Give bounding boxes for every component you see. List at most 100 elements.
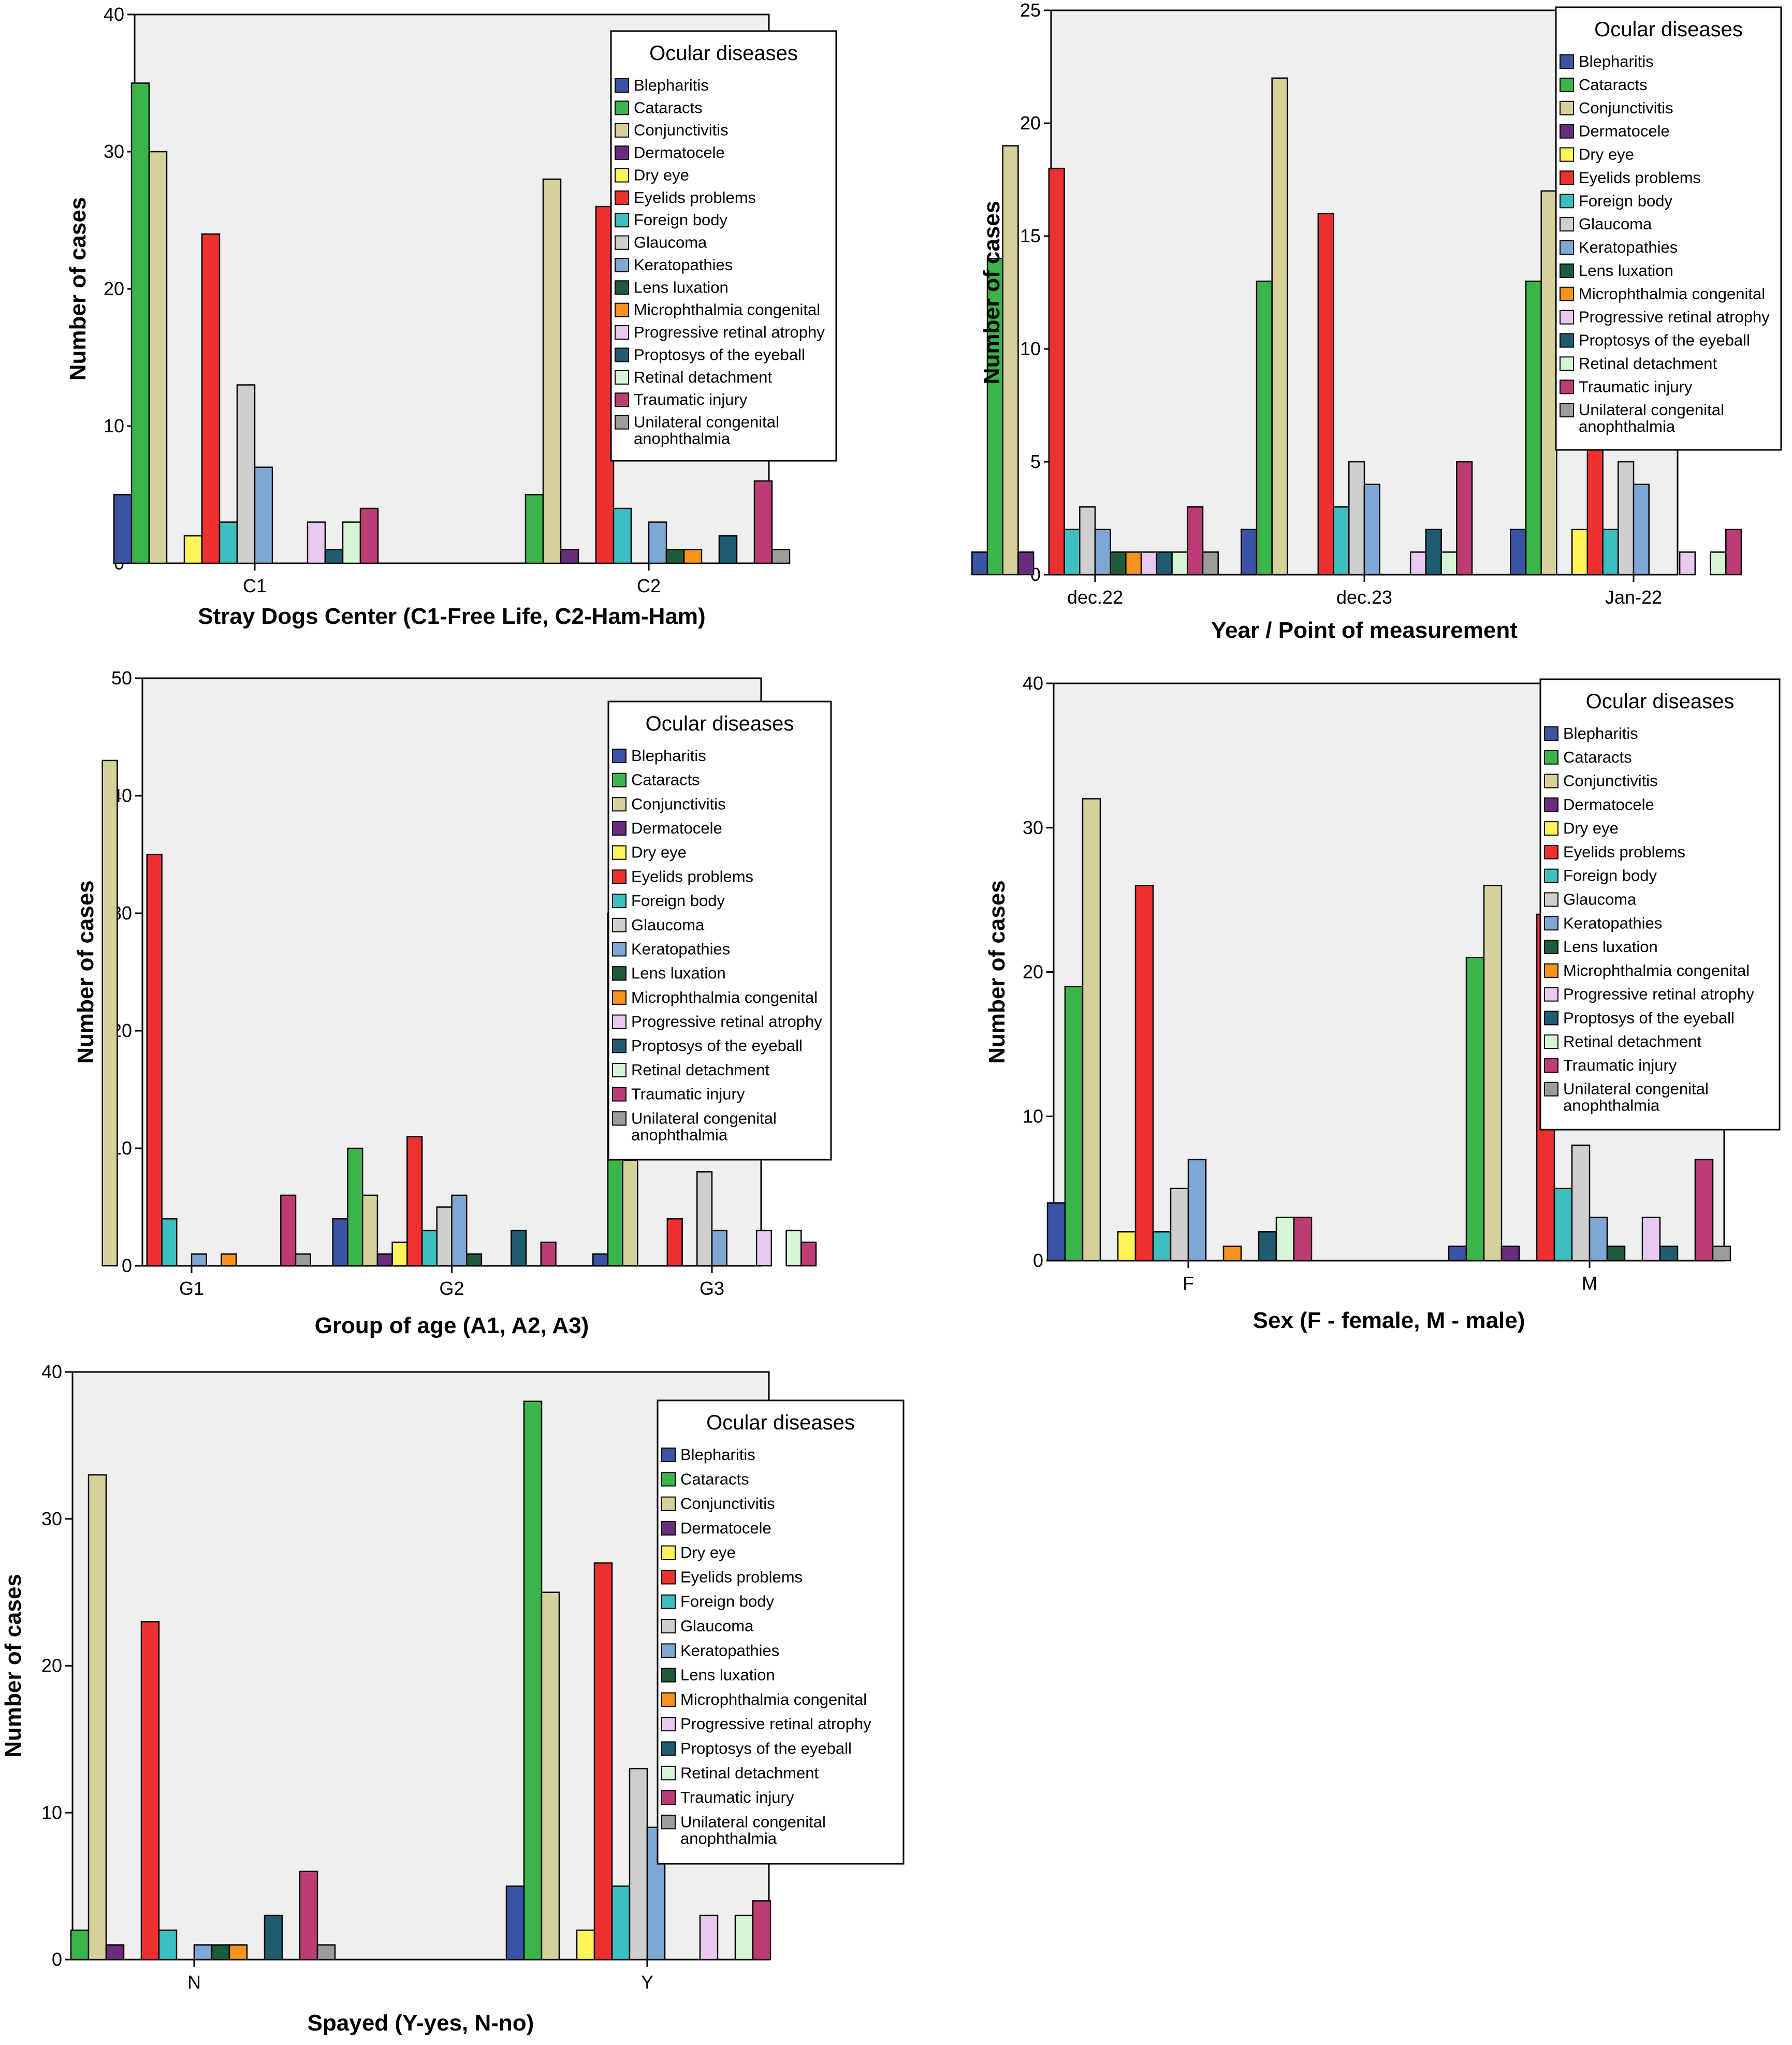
bar-progressive-retinal-atrophy-m — [1641, 1217, 1661, 1262]
legend-label-unilateral-congenital-anophthalmia: anophthalmia — [1563, 1097, 1660, 1115]
bar-traumatic-injury-f — [1293, 1217, 1313, 1262]
legend-box — [610, 30, 837, 462]
legend-label-foreign-body: Foreign body — [1579, 192, 1672, 210]
legend-swatch-proptosys-of-the-eyeball — [1544, 1011, 1558, 1026]
legend-label-proptosys-of-the-eyeball: Proptosys of the eyeball — [634, 345, 805, 363]
bar-blepharitis-g2 — [332, 1218, 348, 1267]
legend-swatch-foreign-body — [612, 894, 627, 909]
y-tick-label: 20 — [104, 278, 124, 299]
legend-label-conjunctivitis: Conjunctivitis — [634, 121, 729, 139]
legend-label-glaucoma: Glaucoma — [680, 1617, 754, 1635]
bar-conjunctivitis-m — [1483, 885, 1503, 1262]
legend-swatch-dermatocele — [1544, 797, 1558, 812]
legend-swatch-lens-luxation — [1544, 940, 1558, 955]
legend-swatch-cataracts — [1560, 77, 1574, 92]
legend-swatch-eyelids-problems — [615, 190, 629, 205]
bar-proptosys-of-the-eyeball-n — [264, 1915, 283, 1961]
legend-label-proptosys-of-the-eyeball: Proptosys of the eyeball — [1563, 1009, 1735, 1027]
bar-conjunctivitis-f — [1082, 798, 1101, 1262]
legend-label-unilateral-congenital-anophthalmia: Unilateral congenital — [680, 1813, 826, 1831]
bar-blepharitis-g3 — [592, 1253, 609, 1267]
x-tick-label: G2 — [439, 1278, 464, 1299]
legend: Ocular diseases Blepharitis Cataracts Conju… — [607, 700, 832, 1161]
bar-blepharitis-dec-22 — [971, 551, 988, 576]
bar-unilateral-congenital-anophthalmia-g1 — [295, 1253, 311, 1267]
bar-retinal-detachment-dec-22 — [1171, 551, 1188, 576]
legend-swatch-lens-luxation — [615, 280, 629, 295]
legend-swatch-conjunctivitis — [615, 123, 629, 138]
legend-label-unilateral-congenital-anophthalmia: anophthalmia — [680, 1829, 777, 1847]
legend-swatch-progressive-retinal-atrophy — [661, 1717, 676, 1732]
y-axis-title: Number of cases — [979, 201, 1004, 385]
bar-microphthalmia-congenital-n — [228, 1944, 248, 1961]
legend-swatch-dermatocele — [1560, 124, 1574, 139]
bar-keratopathies-g3 — [711, 1230, 727, 1267]
bar-conjunctivitis-g1 — [101, 759, 118, 1267]
legend-label-foreign-body: Foreign body — [1563, 867, 1657, 885]
legend-swatch-cataracts — [661, 1472, 676, 1487]
bar-eyelids-problems-g1 — [146, 854, 163, 1267]
bar-conjunctivitis-dec-22 — [1002, 145, 1019, 576]
legend-label-traumatic-injury: Traumatic injury — [1563, 1056, 1677, 1074]
legend-swatch-unilateral-congenital-anophthalmia — [1544, 1082, 1558, 1097]
bar-microphthalmia-congenital-dec-22 — [1125, 551, 1142, 576]
legend: Ocular diseases Blepharitis Cataracts Conju… — [1539, 678, 1781, 1131]
bar-proptosys-of-the-eyeball-c2 — [718, 535, 738, 564]
legend-label-keratopathies: Keratopathies — [1563, 914, 1662, 932]
legend-swatch-progressive-retinal-atrophy — [615, 325, 629, 340]
legend-label-unilateral-congenital-anophthalmia: Unilateral congenital — [1563, 1080, 1709, 1098]
bar-foreign-body-dec-22 — [1063, 529, 1081, 576]
y-tick-label: 10 — [1020, 338, 1041, 359]
bar-keratopathies-g2 — [451, 1194, 468, 1267]
legend-label-cataracts: Cataracts — [631, 771, 700, 789]
legend-label-proptosys-of-the-eyeball: Proptosys of the eyeball — [680, 1739, 852, 1757]
bar-glaucoma-y — [629, 1768, 648, 1961]
legend-label-progressive-retinal-atrophy: Progressive retinal atrophy — [1563, 985, 1754, 1003]
x-tick-label: dec.23 — [1336, 587, 1392, 608]
bar-traumatic-injury-c1 — [359, 507, 379, 564]
x-axis-title: Year / Point of measurement — [1211, 618, 1518, 643]
bar-traumatic-injury-n — [299, 1871, 318, 1961]
legend-label-microphthalmia-congenital: Microphthalmia congenital — [631, 988, 818, 1006]
bar-microphthalmia-congenital-g1 — [221, 1253, 237, 1267]
legend-swatch-proptosys-of-the-eyeball — [615, 347, 629, 362]
legend-label-glaucoma: Glaucoma — [631, 916, 705, 934]
legend-label-retinal-detachment: Retinal detachment — [634, 368, 772, 386]
legend-label-microphthalmia-congenital: Microphthalmia congenital — [1579, 285, 1765, 303]
y-tick-label: 20 — [1023, 961, 1043, 983]
bar-eyelids-problems-f — [1134, 885, 1154, 1262]
bar-traumatic-injury-m — [1694, 1159, 1714, 1262]
legend-label-traumatic-injury: Traumatic injury — [1579, 377, 1693, 396]
x-tick-label: G1 — [179, 1278, 204, 1299]
legend-swatch-microphthalmia-congenital — [612, 990, 627, 1005]
legend-title: Ocular diseases — [646, 712, 794, 735]
y-tick-label: 20 — [41, 1655, 62, 1676]
bar-microphthalmia-congenital-c2 — [683, 549, 703, 564]
legend-label-dry-eye: Dry eye — [1579, 145, 1634, 164]
legend-label-keratopathies: Keratopathies — [634, 256, 733, 274]
legend-label-glaucoma: Glaucoma — [1579, 215, 1652, 233]
legend-swatch-cataracts — [615, 100, 629, 115]
x-tick-label: Jan-22 — [1605, 587, 1662, 608]
bar-eyelids-problems-c1 — [201, 233, 221, 564]
y-tick-label: 10 — [41, 1802, 62, 1823]
bar-traumatic-injury-g1 — [280, 1194, 297, 1267]
bar-keratopathies-dec-22 — [1094, 529, 1111, 576]
legend-label-keratopathies: Keratopathies — [680, 1641, 779, 1659]
legend-label-dry-eye: Dry eye — [631, 843, 687, 861]
bar-keratopathies-dec-23 — [1363, 484, 1380, 576]
bar-traumatic-injury-dec-22 — [1187, 506, 1204, 576]
bar-traumatic-injury-y — [752, 1900, 771, 1961]
bar-conjunctivitis-c2 — [542, 178, 562, 564]
legend-swatch-traumatic-injury — [615, 392, 629, 407]
bar-cataracts-f — [1064, 986, 1084, 1262]
legend-swatch-eyelids-problems — [612, 869, 627, 884]
bar-foreign-body-y — [611, 1885, 631, 1961]
y-axis-title: Number of cases — [1, 1574, 26, 1758]
legend-label-proptosys-of-the-eyeball: Proptosys of the eyeball — [1579, 331, 1750, 349]
legend-title: Ocular diseases — [1586, 690, 1735, 713]
x-axis-title: Stray Dogs Center (C1-Free Life, C2-Ham-… — [198, 604, 705, 629]
legend-swatch-dry-eye — [1544, 821, 1558, 836]
legend-label-conjunctivitis: Conjunctivitis — [1579, 99, 1673, 117]
